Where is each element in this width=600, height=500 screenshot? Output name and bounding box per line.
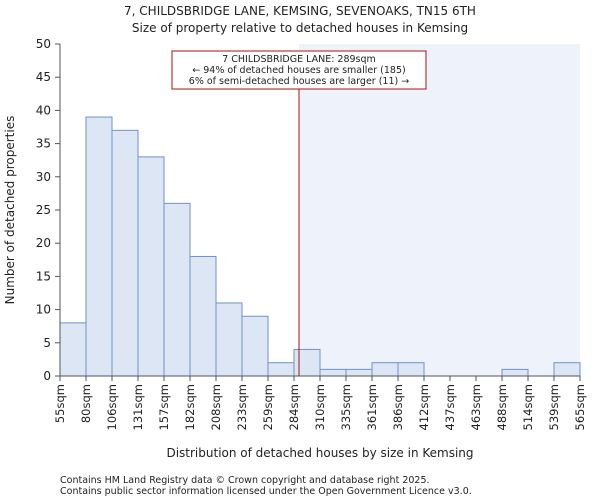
x-tick-label: 539sqm <box>547 384 561 430</box>
footer-line-2: Contains public sector information licen… <box>60 486 472 497</box>
x-tick-label: 488sqm <box>495 384 509 430</box>
x-tick-label: 386sqm <box>391 384 405 430</box>
x-tick-label: 259sqm <box>261 384 275 430</box>
x-tick-label: 514sqm <box>521 384 535 430</box>
x-tick-label: 310sqm <box>313 384 327 430</box>
y-tick-label: 35 <box>36 137 51 151</box>
y-tick-label: 15 <box>36 269 51 283</box>
x-tick-label: 565sqm <box>573 384 587 430</box>
bar-539sqm <box>553 362 581 377</box>
bar-259sqm <box>267 362 295 377</box>
bar-182sqm <box>189 255 217 377</box>
bar-488sqm <box>501 368 529 377</box>
x-tick-label: 208sqm <box>209 384 223 430</box>
bar-386sqm <box>397 362 425 377</box>
x-tick-label: 284sqm <box>287 384 301 430</box>
x-tick-label: 412sqm <box>417 384 431 430</box>
x-tick-label: 106sqm <box>105 384 119 430</box>
y-ticks-group: 0 5 10 15 20 25 30 35 40 45 50 <box>36 37 60 383</box>
bar-361sqm <box>371 362 399 377</box>
x-tick-label: 157sqm <box>157 384 171 430</box>
footer-line-1: Contains HM Land Registry data © Crown c… <box>60 475 430 486</box>
y-tick-label: 5 <box>43 336 51 350</box>
x-tick-label: 437sqm <box>443 384 457 430</box>
y-tick-label: 45 <box>36 70 51 84</box>
y-tick-label: 10 <box>36 303 51 317</box>
y-tick-label: 25 <box>36 203 51 217</box>
x-tick-label: 233sqm <box>235 384 249 430</box>
annotation-box <box>171 50 427 90</box>
bar-131sqm <box>137 156 165 377</box>
bar-233sqm <box>241 315 269 377</box>
bar-55sqm <box>59 322 87 377</box>
x-tick-label: 463sqm <box>469 384 483 430</box>
y-tick-label: 0 <box>43 369 51 383</box>
y-tick-label: 30 <box>36 170 51 184</box>
annotation-line-2: ← 94% of detached houses are smaller (18… <box>192 65 405 76</box>
x-tick-label: 182sqm <box>183 384 197 430</box>
bar-284sqm <box>293 348 321 377</box>
x-tick-label: 55sqm <box>53 384 67 423</box>
y-tick-label: 50 <box>36 37 51 51</box>
larger-region-shade <box>299 44 580 376</box>
x-tick-label: 335sqm <box>339 384 353 430</box>
y-tick-label: 40 <box>36 103 51 117</box>
x-tick-label: 80sqm <box>79 384 93 423</box>
x-tick-label: 361sqm <box>365 384 379 430</box>
annotation-line-3: 6% of semi-detached houses are larger (1… <box>189 76 409 87</box>
bar-157sqm <box>163 202 191 377</box>
bar-80sqm <box>85 116 113 377</box>
x-tick-label: 131sqm <box>131 384 145 430</box>
y-axis-label: Number of detached properties <box>3 116 17 305</box>
x-axis-label: Distribution of detached houses by size … <box>166 446 473 460</box>
x-ticks-group: 55sqm 80sqm 106sqm 131sqm 157sqm 182sqm 208sqm… <box>53 376 587 430</box>
chart-title: 7, CHILDSBRIDGE LANE, KEMSING, SEVENOAKS… <box>124 4 476 18</box>
bar-335sqm <box>345 368 373 377</box>
annotation-line-1: 7 CHILDSBRIDGE LANE: 289sqm <box>222 54 376 65</box>
y-tick-label: 20 <box>36 236 51 250</box>
bar-310sqm <box>319 368 347 377</box>
bar-106sqm <box>111 129 139 377</box>
bars-group <box>59 116 581 377</box>
bar-208sqm <box>215 302 243 377</box>
chart-subtitle: Size of property relative to detached ho… <box>132 21 468 35</box>
